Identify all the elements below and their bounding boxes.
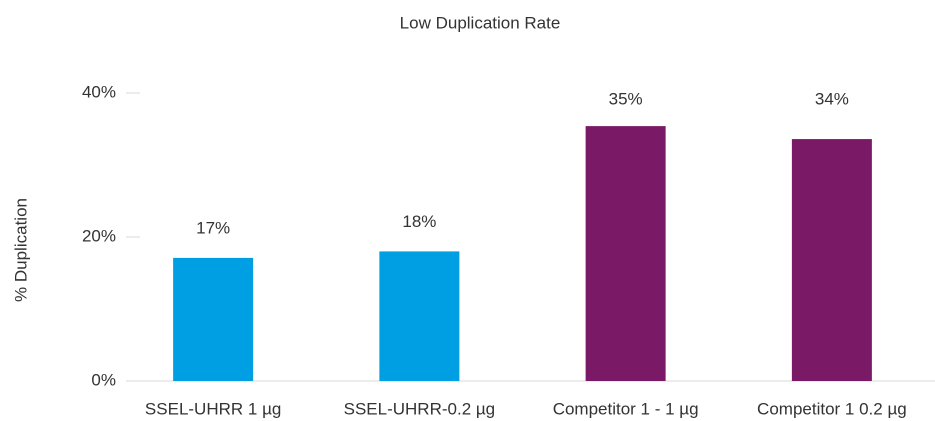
y-tick-label: 20% (82, 226, 116, 245)
bar (791, 139, 872, 381)
chart-title: Low Duplication Rate (400, 13, 561, 32)
bar (379, 251, 460, 381)
value-label: 18% (402, 212, 436, 231)
x-tick-label: Competitor 1 0.2 µg (757, 399, 907, 418)
y-tick-label: 40% (82, 82, 116, 101)
bar (585, 126, 666, 382)
value-label: 35% (609, 89, 643, 108)
y-axis-title: % Duplication (11, 198, 30, 302)
bar (173, 257, 254, 381)
x-tick-label: Competitor 1 - 1 µg (553, 399, 699, 418)
x-tick-label: SSEL-UHRR 1 µg (145, 399, 281, 418)
value-label: 34% (815, 89, 849, 108)
x-tick-label: SSEL-UHRR-0.2 µg (344, 399, 496, 418)
value-label: 17% (196, 218, 230, 237)
y-tick-label: 0% (91, 370, 116, 389)
